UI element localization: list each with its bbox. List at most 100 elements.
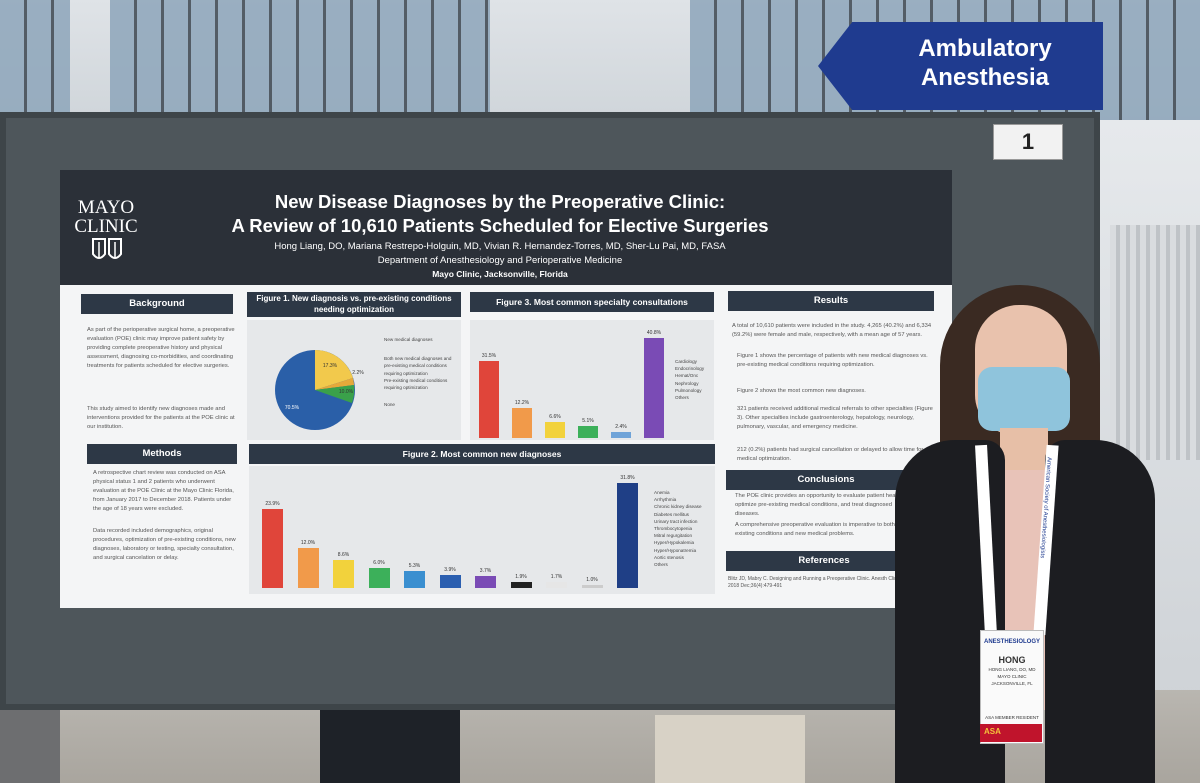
figure-1-legend: New medical diagnoses Both new medical d… [384, 336, 459, 408]
legend-item: Pulmonology [675, 387, 702, 393]
visitor-legs [655, 715, 805, 783]
figure-2-heading: Figure 2. Most common new diagnoses [249, 444, 715, 464]
mayo-clinic-logo: MAYO CLINIC [72, 198, 140, 236]
bar-value-label: 23.9% [265, 501, 280, 508]
legend-item: Cardiology [675, 359, 697, 364]
results-text: A total of 10,610 patients were included… [732, 323, 932, 338]
sign-label: Ambulatory Anesthesia [880, 34, 1090, 92]
badge-member: ASA MEMBER RESIDENT [985, 715, 1039, 720]
bar-value-label: 31.8% [620, 475, 635, 481]
legend-item: Hemat/Onc [675, 373, 699, 379]
poster-title: New Disease Diagnoses by the Preoperativ… [150, 190, 850, 238]
legend-item: Nephrology [675, 380, 699, 386]
legend-item: Arrhythmia [654, 497, 677, 503]
direction-sign [818, 22, 1103, 110]
legend-item: Thrombocytopenia [654, 526, 693, 532]
references-heading: References [726, 551, 922, 571]
shield-icon [92, 238, 122, 259]
background-text: As part of the perioperative surgical ho… [87, 327, 235, 369]
logo-line-2: CLINIC [74, 216, 138, 237]
references-text: Blitz JD, Mabry C. Designing and Running… [728, 576, 902, 589]
conclusions-heading: Conclusions [726, 470, 926, 490]
badge-name: HONG [998, 655, 1026, 665]
methods-text-2: Data recorded included demographics, ori… [93, 528, 236, 561]
chart-bar [439, 575, 461, 588]
bar-value-label: 3.7% [479, 567, 492, 574]
bar-value-label: 5.1% [582, 417, 594, 424]
conclusions-bullet-2: A comprehensive preoperative evaluation … [735, 522, 907, 537]
poster-department: Department of Anesthesiology and Periope… [377, 255, 623, 266]
chart-bar [581, 584, 603, 588]
title-line-2: A Review of 10,610 Patients Scheduled fo… [231, 215, 769, 236]
skylight [0, 0, 70, 130]
chart-bar [510, 581, 532, 588]
results-bullet-2: Figure 2 shows the most common new diagn… [737, 388, 866, 394]
legend-item: Chronic kidney disease [654, 504, 702, 510]
curtain [1110, 225, 1200, 460]
bar-value-label: 5.3% [408, 562, 421, 569]
bar-value-label: 1.7% [550, 574, 563, 581]
chart-bar [404, 570, 425, 588]
legend-item: Mitral regurgitation [654, 533, 693, 539]
results-bullet-4: 212 (0.2%) patients had surgical cancell… [737, 447, 924, 462]
results-heading: Results [728, 291, 934, 311]
badge-line: HONG LIANG, DO, MD [988, 667, 1036, 672]
bar-value-label: 3.9% [444, 567, 456, 574]
pie-label: 17.3% [322, 363, 338, 369]
board-number: 1 [993, 124, 1063, 160]
chart-bar [333, 559, 354, 588]
chart-bar [611, 432, 631, 438]
legend-item: Endocrinology [675, 366, 705, 372]
sign-line-1: Ambulatory [918, 35, 1052, 62]
poster-institution: Mayo Clinic, Jacksonville, Florida [432, 269, 568, 279]
face-mask [978, 367, 1070, 431]
background-text-2: This study aimed to identify new diagnos… [87, 406, 235, 430]
logo-line-1: MAYO [77, 197, 135, 218]
background-heading: Background [81, 294, 233, 314]
bar-value-label: 12.0% [300, 540, 316, 547]
visitor-legs [320, 710, 460, 783]
chart-bar [368, 568, 390, 588]
figure-3-panel [470, 320, 714, 440]
legend-item: Both new medical diagnoses and pre-exist… [384, 356, 452, 376]
legend-item: Others [654, 562, 668, 568]
poster-authors: Hong Liang, DO, Mariana Restrepo-Holguin… [274, 241, 726, 252]
conclusions-bullet-1: The POE clinic provides an opportunity t… [735, 493, 904, 517]
figure-1-pie [275, 350, 355, 430]
title-line-1: New Disease Diagnoses by the Preoperativ… [274, 191, 726, 212]
bar-value-label: 12.2% [514, 400, 530, 407]
pie-label: 10.0% [338, 389, 354, 395]
legend-item: Urinary tract infection [654, 518, 698, 524]
presenter-jacket [1045, 440, 1155, 783]
legend-item: Diabetes mellitus [654, 511, 689, 517]
figure-1-heading: Figure 1. New diagnosis vs. pre-existing… [247, 292, 461, 317]
methods-text: A retrospective chart review was conduct… [93, 470, 234, 512]
bar-value-label: 2.4% [615, 424, 627, 431]
bar-value-label: 8.6% [337, 551, 350, 558]
results-bullet-1: Figure 1 shows the percentage of patient… [737, 353, 928, 368]
figure-3-heading: Figure 3. Most common specialty consulta… [470, 292, 714, 312]
bar-value-label: 6.6% [549, 413, 561, 420]
methods-heading: Methods [87, 444, 237, 464]
chart-bar [479, 360, 499, 438]
legend-item: None [384, 402, 395, 408]
bar-value-label: 6.0% [373, 560, 385, 567]
badge-strip: ASA [980, 724, 1042, 742]
results-bullet-3: 321 patients received additional medical… [737, 406, 933, 430]
chart-bar [297, 548, 319, 588]
legend-item: Others [675, 395, 689, 401]
chart-bar [546, 582, 567, 588]
pie-label: 2.2% [352, 370, 364, 376]
chart-bar [617, 483, 638, 588]
legend-item: Aortic stenosis [654, 554, 684, 560]
chart-bar [475, 575, 496, 588]
pie-label: 70.5% [284, 405, 300, 411]
legend-item: Anemia [654, 490, 670, 495]
chart-bar [262, 509, 283, 588]
legend-item: Pre-existing medical conditions requirin… [384, 377, 448, 391]
bar-value-label: 31.5% [481, 352, 497, 359]
bar-value-label: 1.9% [515, 573, 527, 580]
legend-item: New medical diagnoses [384, 337, 433, 342]
sign-line-2: Anesthesia [920, 64, 1050, 91]
badge-line: MAYO CLINIC [997, 674, 1027, 679]
